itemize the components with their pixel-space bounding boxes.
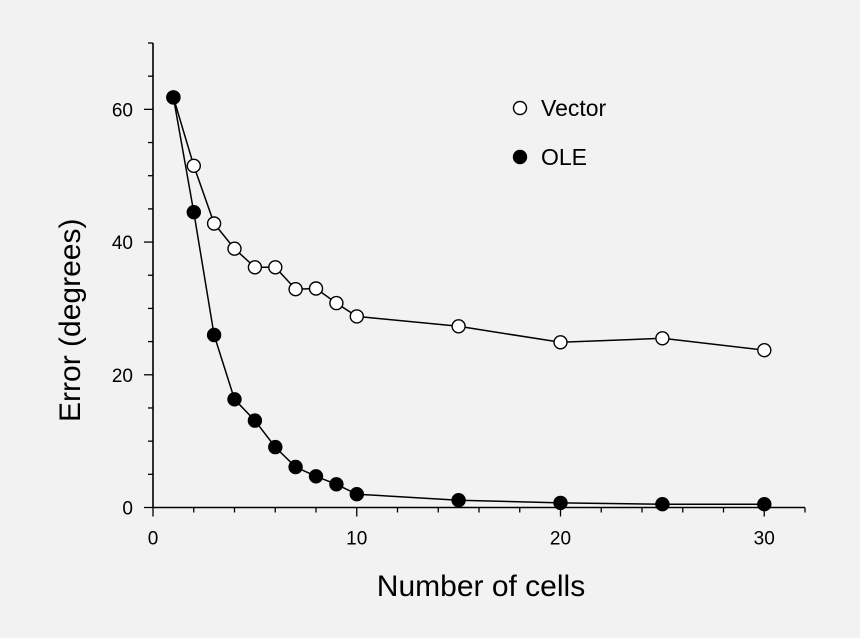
x-tick-label: 30 <box>754 529 775 550</box>
vector-data-point <box>288 282 303 297</box>
vector-data-point <box>186 158 202 174</box>
vector-data-point <box>227 241 242 256</box>
ole-data-point <box>166 90 181 105</box>
ole-data-point <box>288 459 303 475</box>
ole-data-point <box>553 495 568 511</box>
vector-data-point <box>247 260 263 275</box>
y-tick-label: 0 <box>122 499 133 520</box>
legend-label-vector: Vector <box>541 95 607 121</box>
ole-data-point <box>227 392 242 407</box>
vector-data-point <box>268 260 283 275</box>
vector-data-point <box>308 281 324 296</box>
vector-data-point <box>757 343 772 358</box>
series-line-ole <box>172 97 765 505</box>
legend: Vector OLE <box>512 95 607 170</box>
ole-data-point <box>757 497 772 512</box>
ole-data-point <box>451 493 466 508</box>
ole-data-point <box>308 469 324 484</box>
x-tick-label: 10 <box>346 529 367 550</box>
ole-data-point <box>329 477 344 492</box>
y-tick-label: 40 <box>112 233 133 254</box>
series-line-vector <box>172 97 765 351</box>
ole-data-point <box>186 204 202 220</box>
ole-data-point <box>247 413 263 428</box>
ole-data-point <box>349 487 364 502</box>
x-tick-label: 0 <box>148 529 159 550</box>
legend-label-ole: OLE <box>541 144 587 170</box>
vector-data-point <box>451 319 466 334</box>
y-tick-label: 60 <box>112 100 133 121</box>
ole-data-point <box>268 439 283 455</box>
x-tick-label: 20 <box>550 529 571 550</box>
legend-marker-vector <box>512 100 528 116</box>
x-axis-title: Number of cells <box>377 570 585 603</box>
legend-marker-ole <box>512 149 528 165</box>
y-axis-title: Error (degrees) <box>54 219 87 422</box>
series-layer <box>166 90 772 512</box>
axes: 0 10 20 30 0 20 40 60 <box>112 42 806 550</box>
vector-data-point <box>553 335 568 350</box>
vector-data-point <box>349 309 364 324</box>
ole-data-point <box>655 497 670 512</box>
y-tick-label: 20 <box>112 366 133 387</box>
vector-data-point <box>206 216 222 231</box>
ole-data-point <box>206 327 222 343</box>
vector-data-point <box>329 295 344 311</box>
vector-data-point <box>655 331 670 346</box>
